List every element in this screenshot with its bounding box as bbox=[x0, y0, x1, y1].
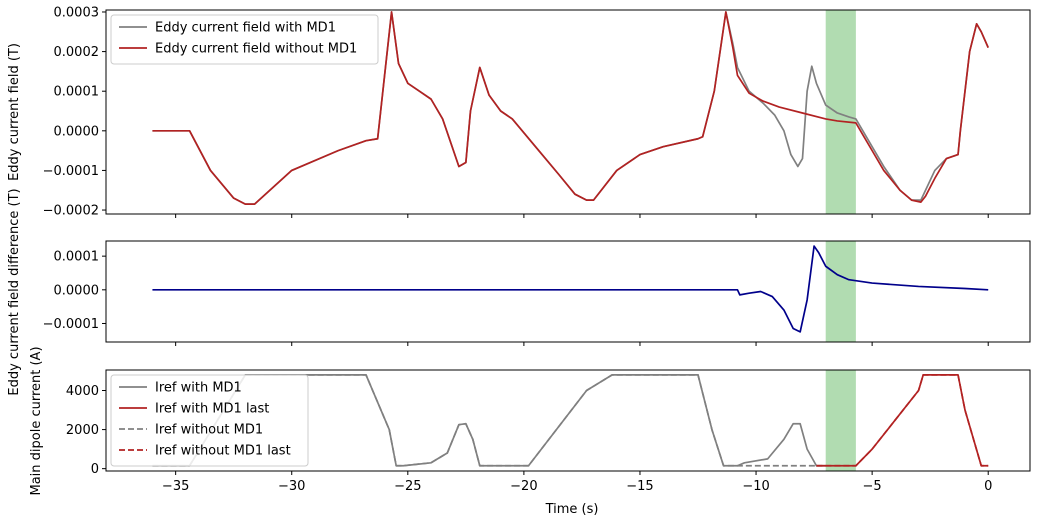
shaded-band bbox=[825, 370, 856, 471]
y-tick-label: −0.0001 bbox=[43, 317, 99, 332]
x-tick-label: −5 bbox=[863, 479, 882, 494]
legend-entry: Iref with MD1 bbox=[155, 381, 242, 396]
y-tick-label: 0.0000 bbox=[54, 124, 100, 139]
legend-box bbox=[110, 374, 309, 467]
legend-entry: Eddy current field with MD1 bbox=[155, 21, 336, 36]
x-tick-label: −15 bbox=[626, 479, 653, 494]
legend-entry: Iref without MD1 bbox=[155, 423, 263, 438]
plot-frame bbox=[105, 240, 1031, 343]
series-line-1 bbox=[152, 245, 989, 333]
series-group bbox=[152, 245, 989, 333]
y-tick-label: 0.0001 bbox=[54, 250, 100, 265]
legend-box bbox=[110, 14, 379, 65]
x-tick-label: −25 bbox=[394, 479, 421, 494]
x-axis-label: Time (s) bbox=[545, 502, 599, 517]
y-axis-label: Eddy current field difference (T) bbox=[7, 188, 22, 395]
y-tick-label: 0.0001 bbox=[54, 85, 100, 100]
shaded-band bbox=[825, 10, 856, 214]
x-tick-label: −30 bbox=[278, 479, 305, 494]
legend-entry: Eddy current field without MD1 bbox=[155, 42, 357, 57]
shaded-band bbox=[825, 241, 856, 342]
legend-entry: Iref with MD1 last bbox=[155, 402, 269, 417]
series-group bbox=[152, 374, 989, 467]
y-tick-label: 4000 bbox=[66, 384, 99, 399]
y-axis-label: Eddy current field (T) bbox=[7, 43, 22, 181]
plot-frame bbox=[105, 369, 1031, 472]
x-tick-label: −10 bbox=[742, 479, 769, 494]
y-tick-label: −0.0002 bbox=[43, 204, 99, 219]
series-group bbox=[152, 11, 989, 205]
x-tick-label: 0 bbox=[984, 479, 992, 494]
panel-2: −0.0001 0.0000 0.0001 Eddy current field di… bbox=[7, 188, 1031, 396]
x-tick-label: −35 bbox=[162, 479, 189, 494]
y-tick-label: 0.0003 bbox=[54, 5, 100, 20]
legend: Iref with MD1 Iref with MD1 last Iref with… bbox=[110, 374, 309, 467]
panel-1: −0.0002 −0.0001 0.0000 0.0001 0.0002 0.0003 Ed… bbox=[7, 5, 1031, 219]
y-tick-label: 2000 bbox=[66, 423, 99, 438]
plot-frame bbox=[105, 9, 1031, 215]
x-tick-label: −20 bbox=[510, 479, 537, 494]
y-tick-label: 0.0000 bbox=[54, 283, 100, 298]
y-axis-label: Main dipole current (A) bbox=[29, 346, 44, 495]
panel-3: 0 2000 4000 −35 −30 −25 −20 −15 −10 −5 0 Main dipol… bbox=[29, 346, 1031, 517]
series-line-4 bbox=[816, 374, 989, 467]
legend: Eddy current field with MD1 Eddy current … bbox=[110, 14, 379, 65]
series-line-3 bbox=[152, 374, 817, 467]
legend-entry: Iref without MD1 last bbox=[155, 444, 291, 459]
y-tick-label: −0.0001 bbox=[43, 164, 99, 179]
y-tick-label: 0.0002 bbox=[54, 45, 100, 60]
y-tick-label: 0 bbox=[91, 462, 99, 477]
series-line-2 bbox=[152, 11, 989, 205]
